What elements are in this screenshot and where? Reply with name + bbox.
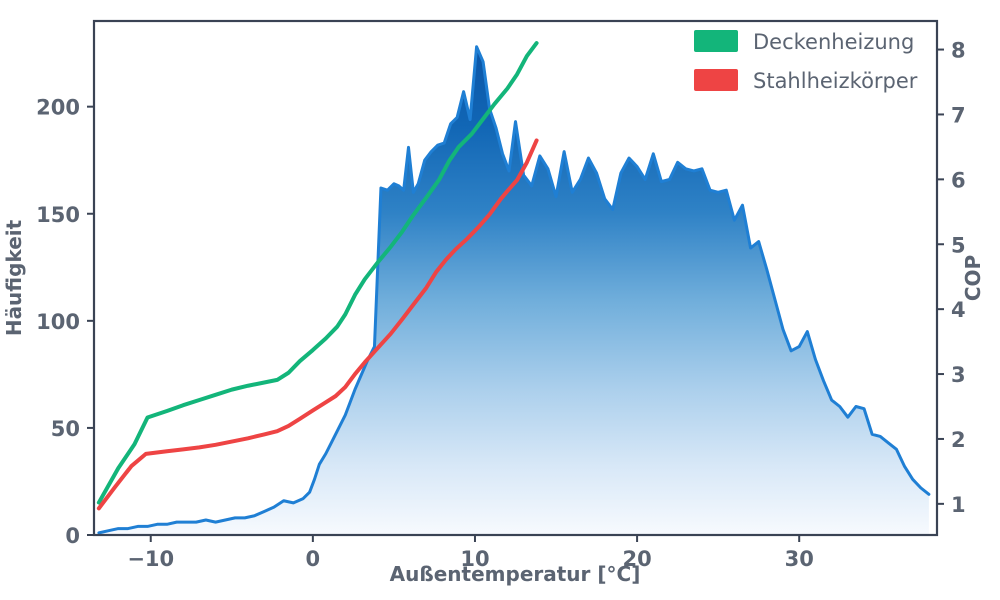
x-tick-label: 30 <box>785 547 814 571</box>
series-layer <box>96 41 931 535</box>
legend-swatch <box>694 30 738 52</box>
legend-label[interactable]: Stahlheizkörper <box>753 69 918 93</box>
series-line-stahlheizkoerper <box>96 138 539 511</box>
x-tick-label: 20 <box>622 547 651 571</box>
chart-legend[interactable]: Deckenheizung Stahlheizkörper <box>694 30 918 93</box>
y-tick-label-left: 150 <box>36 203 80 227</box>
y-axis-title-right: COP <box>961 255 985 301</box>
legend-label[interactable]: Deckenheizung <box>753 30 914 54</box>
y-tick-label-left: 200 <box>36 96 80 120</box>
legend-swatch <box>694 69 738 91</box>
y-tick-label-right: 2 <box>951 428 966 452</box>
y-tick-label-right: 1 <box>951 493 966 517</box>
y-axis-title-left: Häufigkeit <box>2 219 26 336</box>
y-tick-label-left: 100 <box>36 310 80 334</box>
y-tick-label-right: 3 <box>951 363 966 387</box>
y-tick-label-right: 7 <box>951 103 966 127</box>
histogram-area <box>98 46 929 535</box>
x-tick-label: 10 <box>460 547 489 571</box>
y-tick-label-right: 6 <box>951 168 966 192</box>
x-axis-title: Außentemperatur [°C] <box>390 562 641 586</box>
series-line-deckenheizung <box>96 41 539 505</box>
histogram-outline <box>97 45 931 535</box>
y-tick-label-left: 50 <box>51 417 80 441</box>
y-tick-label-left: 0 <box>65 524 80 548</box>
x-tick-label: −10 <box>127 547 174 571</box>
ticks-layer: −10 0 10 20 30 0 50 100 150 200 1 2 3 4 5 6 7 8 <box>36 39 965 571</box>
y-tick-label-right: 4 <box>951 298 966 322</box>
y-tick-label-right: 8 <box>951 39 966 63</box>
x-tick-label: 0 <box>306 547 321 571</box>
axis-frame <box>92 19 939 537</box>
y-tick-label-right: 5 <box>951 233 966 257</box>
